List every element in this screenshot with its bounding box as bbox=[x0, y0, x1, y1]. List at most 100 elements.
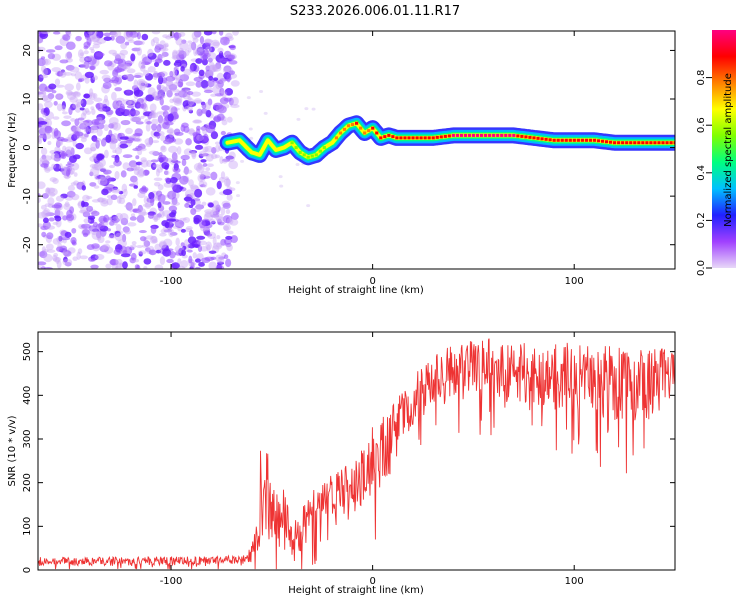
noise-blob bbox=[279, 184, 284, 188]
signal-cell bbox=[669, 141, 673, 145]
signal-cell bbox=[330, 141, 335, 145]
noise-blob bbox=[52, 254, 58, 262]
noise-blob bbox=[180, 124, 186, 132]
noise-blob bbox=[145, 142, 152, 148]
noise-blob bbox=[42, 155, 53, 161]
signal-cell bbox=[484, 133, 488, 137]
snr-y-label: SNR (10 * v/v) bbox=[7, 415, 18, 486]
noise-blob bbox=[61, 101, 66, 110]
noise-blob bbox=[204, 39, 214, 43]
noise-blob bbox=[157, 184, 164, 191]
noise-blob bbox=[92, 75, 98, 81]
noise-blob bbox=[113, 58, 124, 65]
noise-blob bbox=[130, 213, 136, 217]
noise-blob bbox=[77, 78, 83, 83]
noise-blob bbox=[59, 153, 69, 157]
colorbar-tick-label: 0.2 bbox=[696, 212, 707, 228]
noise-blob bbox=[137, 191, 146, 199]
noise-blob bbox=[125, 140, 134, 144]
signal-cell bbox=[649, 141, 653, 145]
noise-blob bbox=[73, 130, 80, 140]
noise-blob bbox=[45, 243, 54, 251]
noise-blob bbox=[304, 107, 309, 111]
noise-blob bbox=[52, 238, 61, 245]
noise-blob bbox=[91, 231, 102, 240]
noise-blob bbox=[45, 187, 51, 195]
noise-blob bbox=[55, 246, 64, 252]
noise-blob bbox=[200, 126, 207, 131]
noise-blob bbox=[195, 258, 201, 263]
noise-blob bbox=[90, 226, 98, 236]
noise-blob bbox=[153, 177, 163, 182]
noise-blob bbox=[127, 100, 132, 106]
noise-blob bbox=[122, 261, 128, 269]
signal-cell bbox=[451, 133, 455, 137]
noise-blob bbox=[115, 224, 122, 232]
noise-blob bbox=[93, 185, 100, 189]
noise-blob bbox=[79, 123, 87, 130]
noise-blob bbox=[42, 68, 49, 77]
noise-blob bbox=[48, 192, 56, 197]
noise-blob bbox=[63, 256, 68, 263]
noise-blob bbox=[133, 258, 140, 263]
noise-blob bbox=[249, 136, 254, 140]
noise-blob bbox=[101, 74, 111, 81]
noise-blob bbox=[166, 89, 173, 98]
noise-blob bbox=[153, 70, 159, 78]
noise-blob bbox=[206, 163, 214, 168]
noise-blob bbox=[156, 133, 161, 139]
noise-blob bbox=[38, 223, 44, 228]
noise-blob bbox=[178, 31, 186, 37]
noise-blob bbox=[235, 181, 240, 185]
noise-blob bbox=[204, 256, 215, 261]
noise-blob bbox=[95, 175, 101, 180]
noise-blob bbox=[159, 256, 166, 266]
noise-blob bbox=[91, 210, 100, 217]
colorbar: 0.0 0.2 0.4 0.6 0.8 Normalized spectral ampl… bbox=[696, 30, 736, 276]
noise-blob bbox=[225, 178, 231, 187]
noise-blob bbox=[226, 244, 233, 252]
snr-x-label: Height of straight line (km) bbox=[288, 585, 424, 596]
signal-cell bbox=[492, 133, 496, 137]
noise-blob bbox=[126, 68, 136, 74]
signal-cell bbox=[548, 138, 552, 142]
signal-cell bbox=[512, 133, 516, 137]
noise-blob bbox=[193, 76, 203, 82]
noise-blob bbox=[92, 43, 100, 49]
noise-blob bbox=[147, 52, 157, 60]
noise-blob bbox=[210, 147, 217, 154]
noise-blob bbox=[133, 133, 143, 137]
noise-blob bbox=[77, 117, 85, 121]
noise-blob bbox=[39, 156, 47, 163]
noise-blob bbox=[216, 113, 225, 121]
noise-blob bbox=[144, 138, 154, 146]
noise-blob bbox=[76, 101, 81, 108]
noise-blob bbox=[218, 31, 224, 36]
signal-cell bbox=[346, 124, 351, 128]
noise-blob bbox=[114, 265, 122, 269]
noise-blob bbox=[143, 111, 153, 117]
noise-blob bbox=[162, 44, 169, 48]
noise-blob bbox=[175, 237, 180, 246]
noise-blob bbox=[140, 159, 149, 168]
noise-blob bbox=[133, 79, 139, 89]
noise-blob bbox=[213, 66, 219, 72]
noise-blob bbox=[151, 215, 161, 221]
noise-blob bbox=[64, 261, 72, 267]
noise-blob bbox=[119, 49, 129, 56]
noise-blob bbox=[38, 261, 47, 266]
noise-blob bbox=[177, 79, 184, 88]
noise-blob bbox=[155, 42, 161, 50]
noise-blob bbox=[79, 255, 88, 260]
signal-cell bbox=[544, 137, 548, 141]
noise-blob bbox=[186, 104, 193, 112]
noise-blob bbox=[136, 169, 146, 178]
noise-blob bbox=[103, 36, 112, 41]
snr-plot-area bbox=[38, 338, 675, 570]
noise-blob bbox=[70, 162, 80, 171]
signal-cell bbox=[592, 138, 597, 142]
signal-cell bbox=[621, 141, 625, 145]
noise-blob bbox=[45, 187, 51, 195]
noise-blob bbox=[66, 51, 73, 59]
